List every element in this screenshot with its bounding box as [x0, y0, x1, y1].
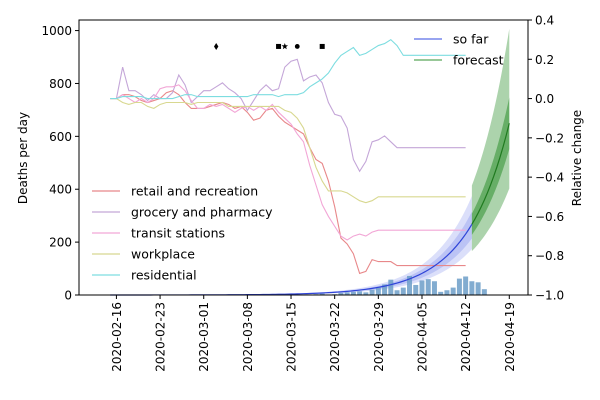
deaths-bar [350, 291, 356, 295]
mobility-lines [110, 38, 466, 275]
axes: 0 200 400 600 800 1000 −1.0 −0.8 −0.6 −0.4 −0.2 0.0… [41, 14, 564, 372]
square-marker [319, 43, 325, 49]
deaths-bar [450, 287, 456, 295]
deaths-bar [438, 291, 444, 295]
x-tick-label: 2020-03-22 [328, 302, 342, 372]
y-tick-label-right: 0.2 [535, 53, 554, 67]
x-tick-label: 2020-04-12 [459, 302, 473, 372]
confidence-bands [272, 28, 510, 295]
so-far-band-outer [272, 196, 472, 295]
mobility-line [110, 58, 466, 173]
deaths-bar [481, 289, 487, 295]
deaths-bars [307, 275, 487, 295]
mobility-line [110, 98, 466, 204]
x-tick-label: 2020-02-23 [154, 302, 168, 372]
deaths-bar [469, 281, 475, 295]
y-tick-label-right: −0.2 [535, 131, 564, 145]
mobility-line [110, 84, 466, 241]
deaths-bar [463, 276, 469, 295]
x-tick-label: 2020-03-29 [372, 302, 386, 372]
y-tick-label-left: 400 [49, 183, 72, 197]
y-axis-label-left: Deaths per day [16, 112, 30, 204]
y-tick-label-left: 0 [64, 289, 72, 303]
circle-marker [294, 44, 300, 49]
y-tick-label-right: −0.6 [535, 210, 564, 224]
x-tick-label: 2020-03-01 [197, 302, 211, 372]
deaths-bar [456, 278, 462, 295]
x-tick-label: 2020-04-05 [415, 302, 429, 372]
y-tick-label-left: 600 [49, 130, 72, 144]
mobility-line [110, 90, 466, 275]
deaths-bar [363, 292, 369, 295]
y-tick-label-right: −0.8 [535, 249, 564, 263]
y-tick-label-right: 0.4 [535, 14, 554, 28]
legend-label: so far [453, 32, 489, 47]
deaths-bar [444, 290, 450, 295]
deaths-bar [400, 287, 406, 295]
deaths-bar [394, 290, 400, 295]
plot-frame [78, 19, 529, 296]
deaths-bar [431, 281, 437, 295]
mobility-line [110, 38, 466, 100]
y-tick-label-left: 200 [49, 236, 72, 250]
deaths-bar [425, 279, 431, 295]
deaths-bar [319, 293, 325, 295]
legend-label: residential [131, 268, 197, 283]
square-marker [276, 43, 282, 49]
legend-label: grocery and pharmacy [131, 205, 273, 220]
deaths-bar [388, 279, 394, 295]
star-marker [281, 43, 289, 50]
deaths-bar [338, 292, 344, 295]
legend-label: forecast [453, 53, 504, 68]
x-tick-label: 2020-02-16 [110, 302, 124, 372]
y-tick-label-right: −1.0 [535, 289, 564, 303]
legend-label: workplace [131, 247, 195, 262]
deaths-bar [413, 284, 419, 295]
deaths-bar [475, 282, 481, 295]
event-markers [213, 42, 325, 50]
x-tick-label: 2020-03-15 [285, 302, 299, 372]
deaths-bar [407, 275, 413, 295]
y-tick-label-left: 800 [49, 77, 72, 91]
y-tick-label-right: 0.0 [535, 92, 554, 106]
legend-label: retail and recreation [131, 184, 258, 199]
deaths-bar [419, 280, 425, 295]
legend-label: transit stations [131, 226, 225, 241]
deaths-bar [344, 292, 350, 295]
deaths-bar [369, 289, 375, 295]
legend-mobility: retail and recreation grocery and pharmac… [92, 184, 273, 283]
deaths-bar [375, 287, 381, 295]
x-tick-label: 2020-04-19 [503, 302, 517, 372]
y-tick-label-left: 1000 [41, 24, 72, 38]
y-tick-label-right: −0.4 [535, 171, 564, 185]
deaths-bar [382, 284, 388, 295]
forecast-band-inner [471, 97, 510, 235]
forecast-line [471, 123, 510, 225]
deaths-bar [357, 291, 363, 295]
x-tick-label: 2020-03-08 [241, 302, 255, 372]
y-axis-label-right: Relative change [570, 110, 584, 206]
diamond-marker [213, 42, 219, 50]
legend-forecast: so far forecast [414, 32, 504, 68]
